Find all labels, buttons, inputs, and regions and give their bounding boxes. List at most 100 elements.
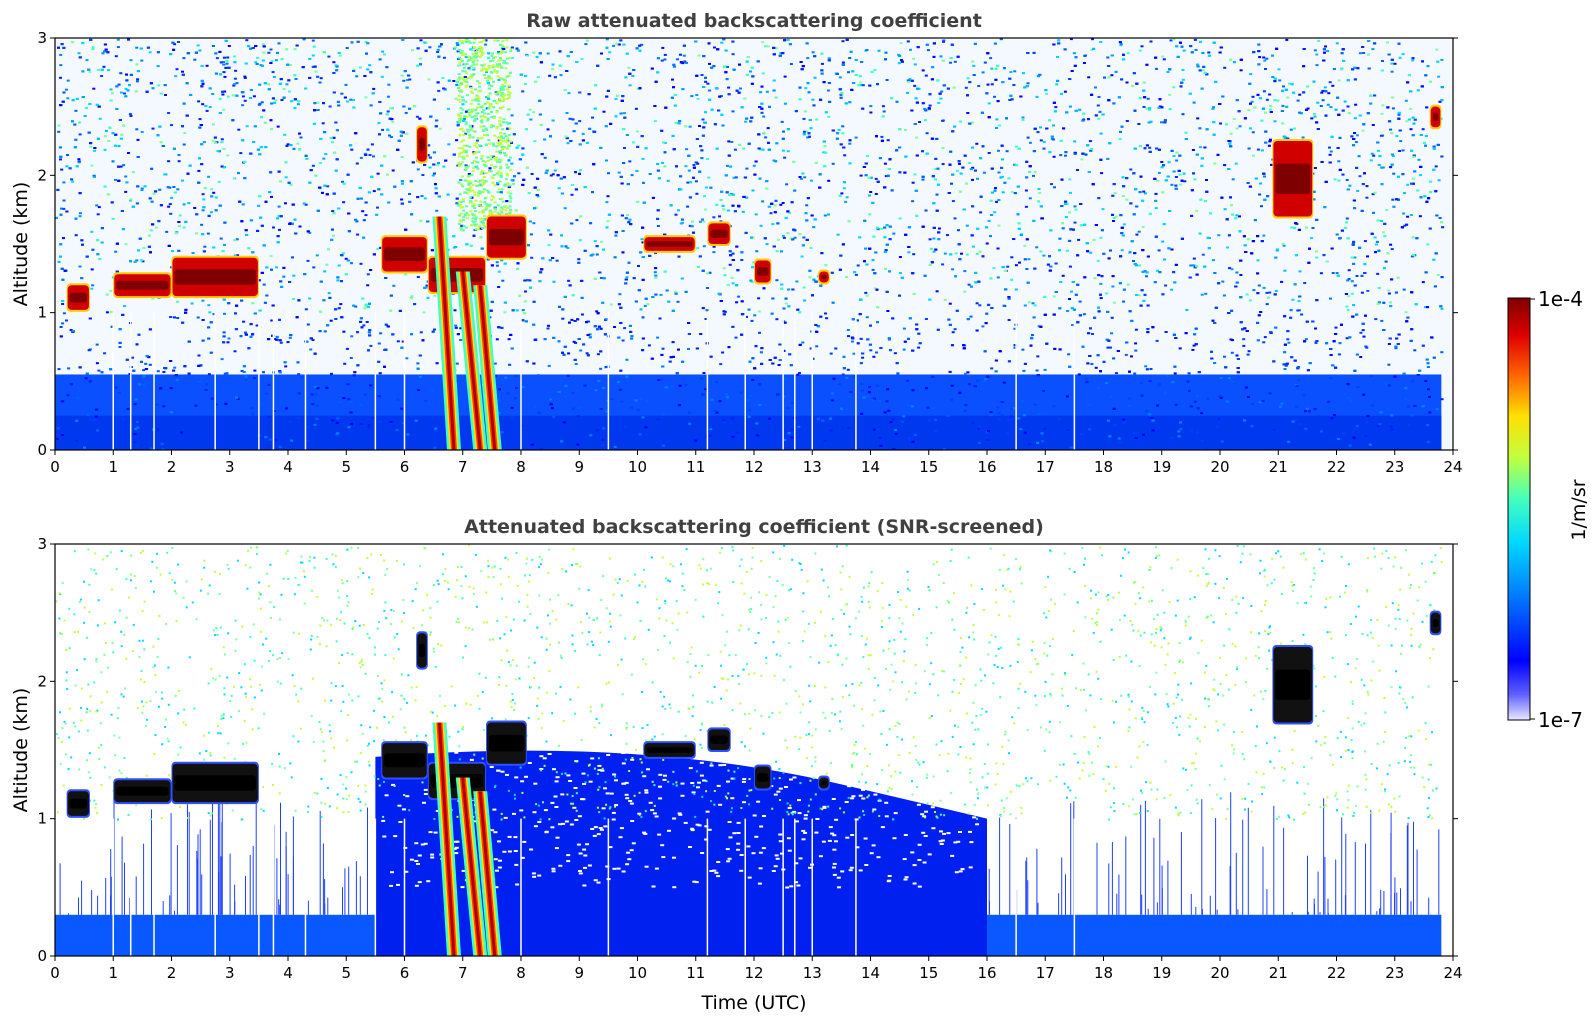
noise-pixel xyxy=(1333,178,1337,181)
noise-pixel xyxy=(503,85,507,88)
noise-pixel xyxy=(925,132,929,135)
noise-pixel xyxy=(95,362,99,365)
noise-pixel xyxy=(348,401,352,403)
noise-pixel xyxy=(1350,292,1354,295)
noise-pixel xyxy=(894,429,897,431)
noise-pixel xyxy=(1298,111,1302,114)
noise-pixel xyxy=(1239,69,1243,72)
noise-pixel xyxy=(731,110,735,113)
noise-pixel xyxy=(909,48,912,51)
noise-pixel xyxy=(1239,274,1243,276)
noise-pixel xyxy=(1170,436,1174,439)
noise-pixel xyxy=(886,310,890,312)
noise-pixel xyxy=(1248,299,1252,302)
noise-pixel xyxy=(1341,173,1345,176)
noise-pixel xyxy=(1120,249,1124,252)
noise-pixel xyxy=(201,103,205,106)
noise-pixel xyxy=(92,87,96,90)
noise-pixel xyxy=(1106,346,1110,349)
noise-pixel xyxy=(1229,338,1233,341)
noise-pixel xyxy=(1193,38,1197,41)
noise-pixel xyxy=(232,84,236,87)
noise-pixel xyxy=(1320,91,1324,94)
noise-pixel xyxy=(255,324,259,327)
noise-pixel xyxy=(315,404,319,407)
noise-pixel xyxy=(1440,307,1444,310)
noise-pixel xyxy=(805,130,809,133)
noise-pixel xyxy=(1389,425,1393,428)
noise-pixel xyxy=(283,133,287,136)
noise-pixel xyxy=(1281,104,1285,107)
noise-pixel xyxy=(964,86,968,89)
noise-pixel xyxy=(1294,418,1298,421)
noise-pixel xyxy=(391,121,395,123)
noise-pixel xyxy=(168,203,172,206)
noise-pixel xyxy=(1192,101,1196,104)
noise-pixel xyxy=(284,365,288,368)
noise-pixel xyxy=(70,178,74,181)
noise-pixel xyxy=(990,367,994,370)
noise-pixel xyxy=(1066,429,1070,432)
noise-pixel xyxy=(861,84,865,87)
noise-pixel xyxy=(481,111,484,114)
noise-pixel xyxy=(151,127,155,130)
noise-pixel xyxy=(456,50,460,53)
noise-pixel xyxy=(602,110,606,113)
noise-pixel xyxy=(634,107,638,110)
noise-pixel xyxy=(1035,369,1039,372)
noise-pixel xyxy=(359,197,363,200)
noise-pixel xyxy=(206,232,210,235)
noise-pixel xyxy=(731,53,735,56)
noise-pixel xyxy=(1052,405,1056,408)
noise-pixel xyxy=(782,236,786,239)
noise-pixel xyxy=(187,202,191,205)
noise-pixel xyxy=(892,232,896,235)
noise-pixel xyxy=(1143,192,1147,195)
noise-pixel xyxy=(861,356,865,359)
noise-pixel xyxy=(361,210,365,213)
noise-pixel xyxy=(1148,380,1152,382)
noise-pixel xyxy=(306,323,310,326)
noise-pixel xyxy=(1183,180,1187,183)
noise-pixel xyxy=(107,69,111,72)
noise-pixel xyxy=(994,187,997,190)
noise-pixel xyxy=(1285,38,1289,41)
noise-pixel xyxy=(671,78,674,81)
noise-pixel xyxy=(1077,373,1081,376)
noise-pixel xyxy=(730,141,734,143)
noise-pixel xyxy=(1313,115,1317,118)
noise-pixel xyxy=(941,119,945,122)
noise-pixel xyxy=(1329,297,1332,300)
noise-pixel xyxy=(960,252,963,255)
noise-pixel xyxy=(61,434,65,436)
noise-pixel xyxy=(745,315,748,318)
noise-pixel xyxy=(1343,100,1347,103)
noise-pixel xyxy=(1306,85,1310,88)
noise-pixel xyxy=(427,78,431,81)
noise-pixel xyxy=(420,195,424,197)
noise-pixel xyxy=(1234,162,1238,165)
noise-pixel xyxy=(647,344,651,347)
noise-pixel xyxy=(595,310,599,313)
noise-pixel xyxy=(225,62,229,65)
noise-pixel xyxy=(1007,319,1011,321)
noise-pixel xyxy=(467,67,471,70)
noise-pixel xyxy=(205,64,209,67)
noise-pixel xyxy=(1157,249,1161,252)
noise-pixel xyxy=(1380,319,1384,322)
noise-pixel xyxy=(59,76,62,79)
noise-pixel xyxy=(400,407,404,410)
noise-pixel xyxy=(1298,93,1302,96)
noise-pixel xyxy=(1252,289,1256,292)
noise-pixel xyxy=(553,169,557,172)
noise-pixel xyxy=(1287,341,1291,344)
noise-pixel xyxy=(419,39,423,42)
noise-pixel xyxy=(1161,240,1165,243)
noise-pixel xyxy=(103,352,107,355)
noise-pixel xyxy=(1088,428,1092,431)
noise-pixel xyxy=(1340,68,1344,71)
noise-pixel xyxy=(442,56,446,59)
noise-pixel xyxy=(806,57,810,60)
noise-pixel xyxy=(1335,272,1339,274)
noise-pixel xyxy=(881,105,885,108)
